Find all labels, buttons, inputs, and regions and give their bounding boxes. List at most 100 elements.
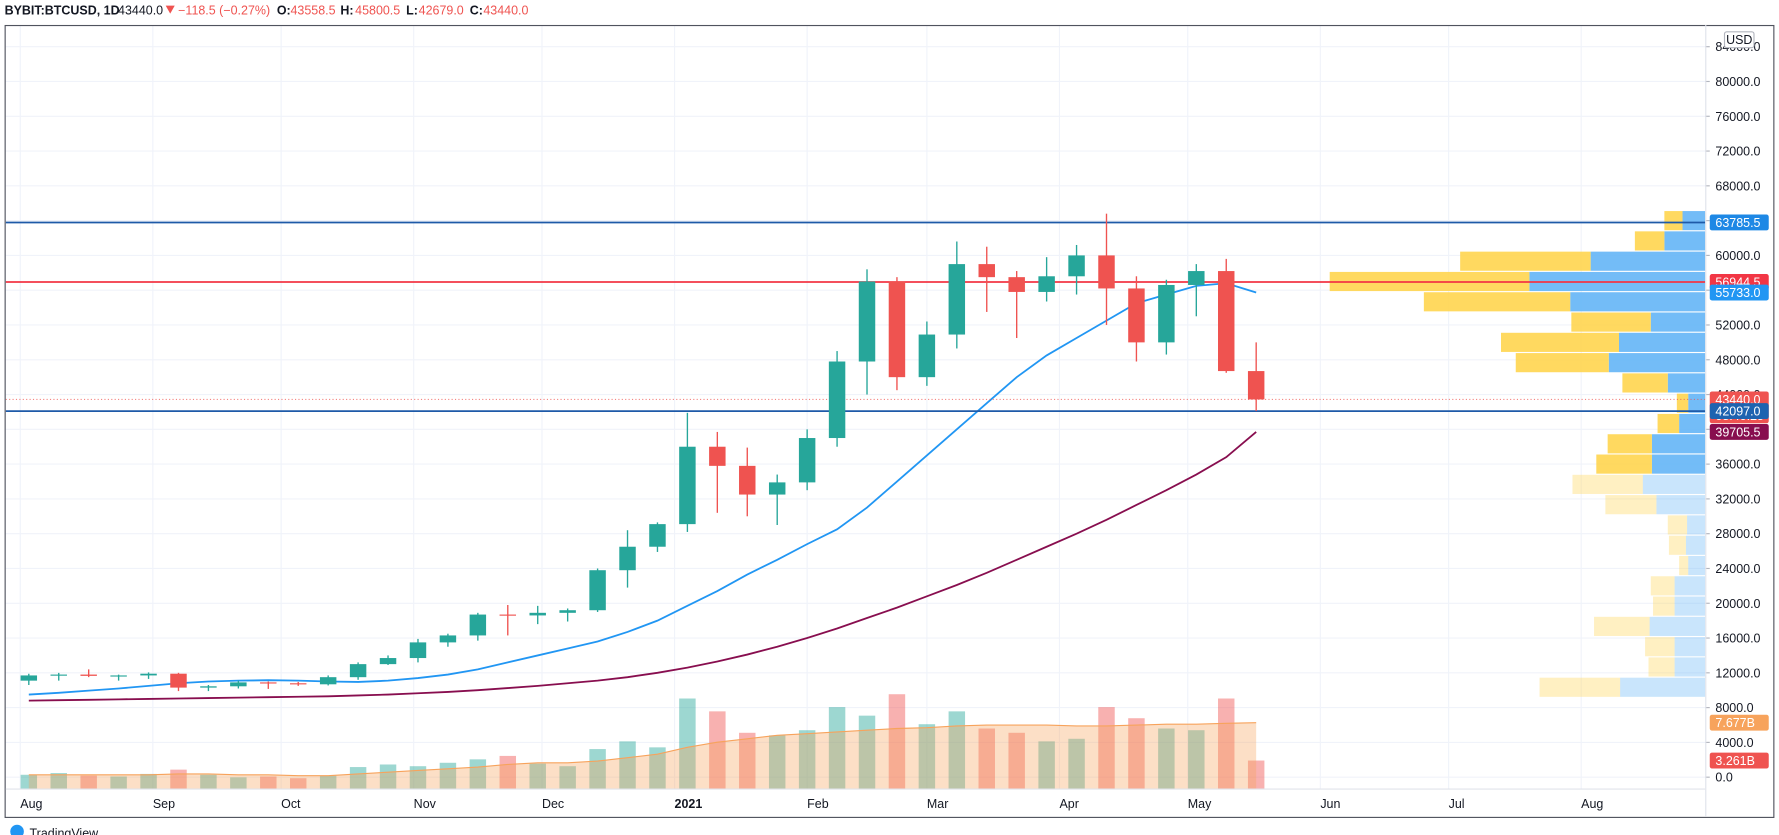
price-label: 63785.5 — [1715, 216, 1760, 230]
candle-body — [529, 612, 546, 616]
candle-body — [80, 674, 97, 676]
candle-body — [798, 438, 816, 483]
candle-body — [260, 682, 277, 684]
y-tick-label: 68000.0 — [1715, 179, 1760, 193]
x-tick-label: Oct — [281, 797, 301, 811]
brand-logo — [10, 824, 24, 835]
profile-up — [1685, 535, 1706, 555]
candle-body — [200, 686, 217, 688]
volume-bar — [858, 715, 876, 789]
ohlc-label: O: — [277, 4, 291, 18]
volume-bar — [1128, 718, 1145, 789]
x-tick-label: Nov — [414, 797, 437, 811]
volume-bar — [888, 694, 906, 789]
moving-average — [28, 282, 1257, 696]
profile-down — [1571, 312, 1651, 332]
candle-body — [499, 614, 517, 616]
volume-bar — [559, 766, 576, 789]
candle-body — [409, 642, 427, 659]
x-tick-label: Sep — [153, 797, 175, 811]
y-tick-label: 8000.0 — [1715, 701, 1753, 715]
volume-bar — [619, 741, 636, 789]
volume-bar — [200, 774, 217, 789]
profile-down — [1605, 495, 1657, 515]
profile-down — [1650, 576, 1675, 596]
volume-ma-area — [28, 722, 1257, 789]
volume-bar — [289, 778, 307, 789]
currency-box — [1723, 31, 1755, 49]
candle-body — [230, 682, 247, 687]
candle-body — [978, 264, 995, 278]
candle-body — [679, 446, 696, 525]
ohlc-value: 42679.0 — [419, 4, 464, 18]
profile-down — [1645, 637, 1675, 657]
profile-up — [1650, 312, 1706, 332]
volume-bar — [978, 728, 995, 789]
candle-body — [1008, 277, 1025, 292]
candle-body — [559, 610, 576, 613]
price-label: 39705.5 — [1715, 425, 1760, 439]
y-tick-label: 52000.0 — [1715, 319, 1760, 333]
candle-body — [619, 546, 636, 571]
price-label-box — [1709, 752, 1769, 769]
volume-bar — [1008, 732, 1025, 789]
profile-up — [1651, 454, 1706, 474]
volume-bar — [230, 777, 247, 789]
candle-body — [1218, 271, 1235, 372]
y-tick-label: 12000.0 — [1715, 666, 1760, 680]
candle-body — [649, 524, 666, 547]
profile-down — [1622, 373, 1668, 393]
candle-body — [768, 482, 786, 495]
price-label-box — [1709, 714, 1769, 731]
price-label-box — [1709, 423, 1769, 440]
brand: TradingView — [30, 826, 100, 835]
x-tick-label: Mar — [927, 797, 948, 811]
grid — [5, 24, 1706, 789]
volume-bar — [529, 763, 546, 789]
y-tick-label: 80000.0 — [1715, 75, 1760, 89]
volume-bar — [918, 724, 936, 789]
profile-down — [1668, 535, 1686, 555]
candle-body — [828, 361, 846, 439]
profile-up — [1608, 353, 1706, 373]
candle-body — [140, 673, 157, 676]
y-tick-label: 76000.0 — [1715, 110, 1760, 124]
candle-body — [739, 465, 756, 495]
volume-bar — [649, 747, 666, 789]
candle-body — [1098, 255, 1115, 289]
profile-up — [1679, 413, 1706, 434]
profile-down — [1676, 393, 1689, 413]
volume-bar — [260, 776, 277, 789]
candle-body — [170, 673, 187, 688]
x-tick-label: Feb — [807, 797, 829, 811]
volume-bar — [50, 773, 67, 789]
x-tick-label: May — [1188, 797, 1212, 811]
profile-up — [1682, 211, 1706, 231]
moving-average — [28, 431, 1257, 702]
volume-bar — [349, 767, 367, 789]
candle-body — [1038, 276, 1055, 292]
volume-bar — [768, 735, 786, 789]
profile-down — [1423, 292, 1571, 312]
price-axis: 0.0 4000.0 8000.0 12000.0 16000.0 20000.0 2400… — [1705, 31, 1769, 785]
profile-down — [1539, 677, 1621, 697]
x-tick-label: Aug — [1581, 797, 1603, 811]
y-tick-label: 16000.0 — [1715, 632, 1760, 646]
profile-down — [1501, 332, 1619, 352]
candle-body — [709, 446, 726, 466]
price-label-box — [1709, 214, 1769, 231]
ohlc-label: L: — [406, 4, 418, 18]
x-tick-label: Dec — [542, 797, 564, 811]
candle-body — [439, 635, 457, 643]
profile-down — [1667, 515, 1688, 535]
candle-body — [1247, 371, 1265, 400]
ohlc-label: C: — [470, 4, 483, 18]
volume-bar — [798, 730, 816, 789]
candle-body — [349, 664, 367, 678]
candle-body — [469, 614, 487, 636]
candle-body — [110, 675, 127, 677]
last-price: 43440.0 — [118, 4, 163, 18]
profile-up — [1687, 515, 1706, 535]
profile-up — [1570, 292, 1706, 312]
